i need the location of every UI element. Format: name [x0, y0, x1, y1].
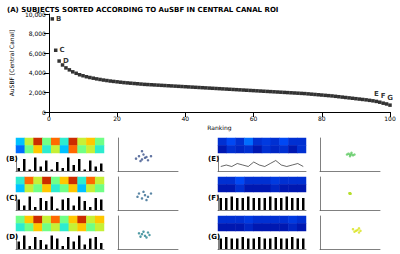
svg-text:(C): (C): [6, 194, 18, 202]
svg-text:(D): (D): [6, 233, 18, 241]
svg-text:F: F: [381, 92, 386, 100]
svg-text:(E): (E): [208, 155, 219, 163]
svg-text:60: 60: [250, 115, 258, 122]
svg-text:(G): (G): [208, 233, 220, 241]
svg-text:0: 0: [42, 109, 46, 116]
svg-text:0: 0: [47, 115, 51, 122]
svg-text:D: D: [63, 57, 69, 65]
svg-text:80: 80: [318, 115, 326, 122]
svg-text:10,000: 10,000: [24, 10, 46, 18]
svg-text:20: 20: [113, 115, 121, 122]
svg-text:40: 40: [182, 115, 190, 122]
svg-text:(F): (F): [208, 194, 219, 202]
svg-text:Ranking: Ranking: [207, 124, 231, 132]
svg-text:100: 100: [384, 115, 396, 122]
svg-text:AuSBF [Central Canal]: AuSBF [Central Canal]: [8, 30, 15, 97]
svg-text:(A) SUBJECTS SORTED ACCORDING: (A) SUBJECTS SORTED ACCORDING TO AuSBF I…: [7, 6, 278, 14]
svg-text:(B): (B): [6, 155, 18, 163]
svg-text:4,000: 4,000: [29, 69, 46, 76]
svg-text:6,000: 6,000: [29, 50, 46, 57]
svg-text:G: G: [387, 94, 393, 102]
svg-text:8,000: 8,000: [29, 30, 46, 37]
svg-text:E: E: [374, 90, 379, 98]
svg-text:B: B: [56, 15, 61, 23]
svg-text:C: C: [59, 46, 64, 54]
svg-text:2,000: 2,000: [29, 89, 46, 96]
